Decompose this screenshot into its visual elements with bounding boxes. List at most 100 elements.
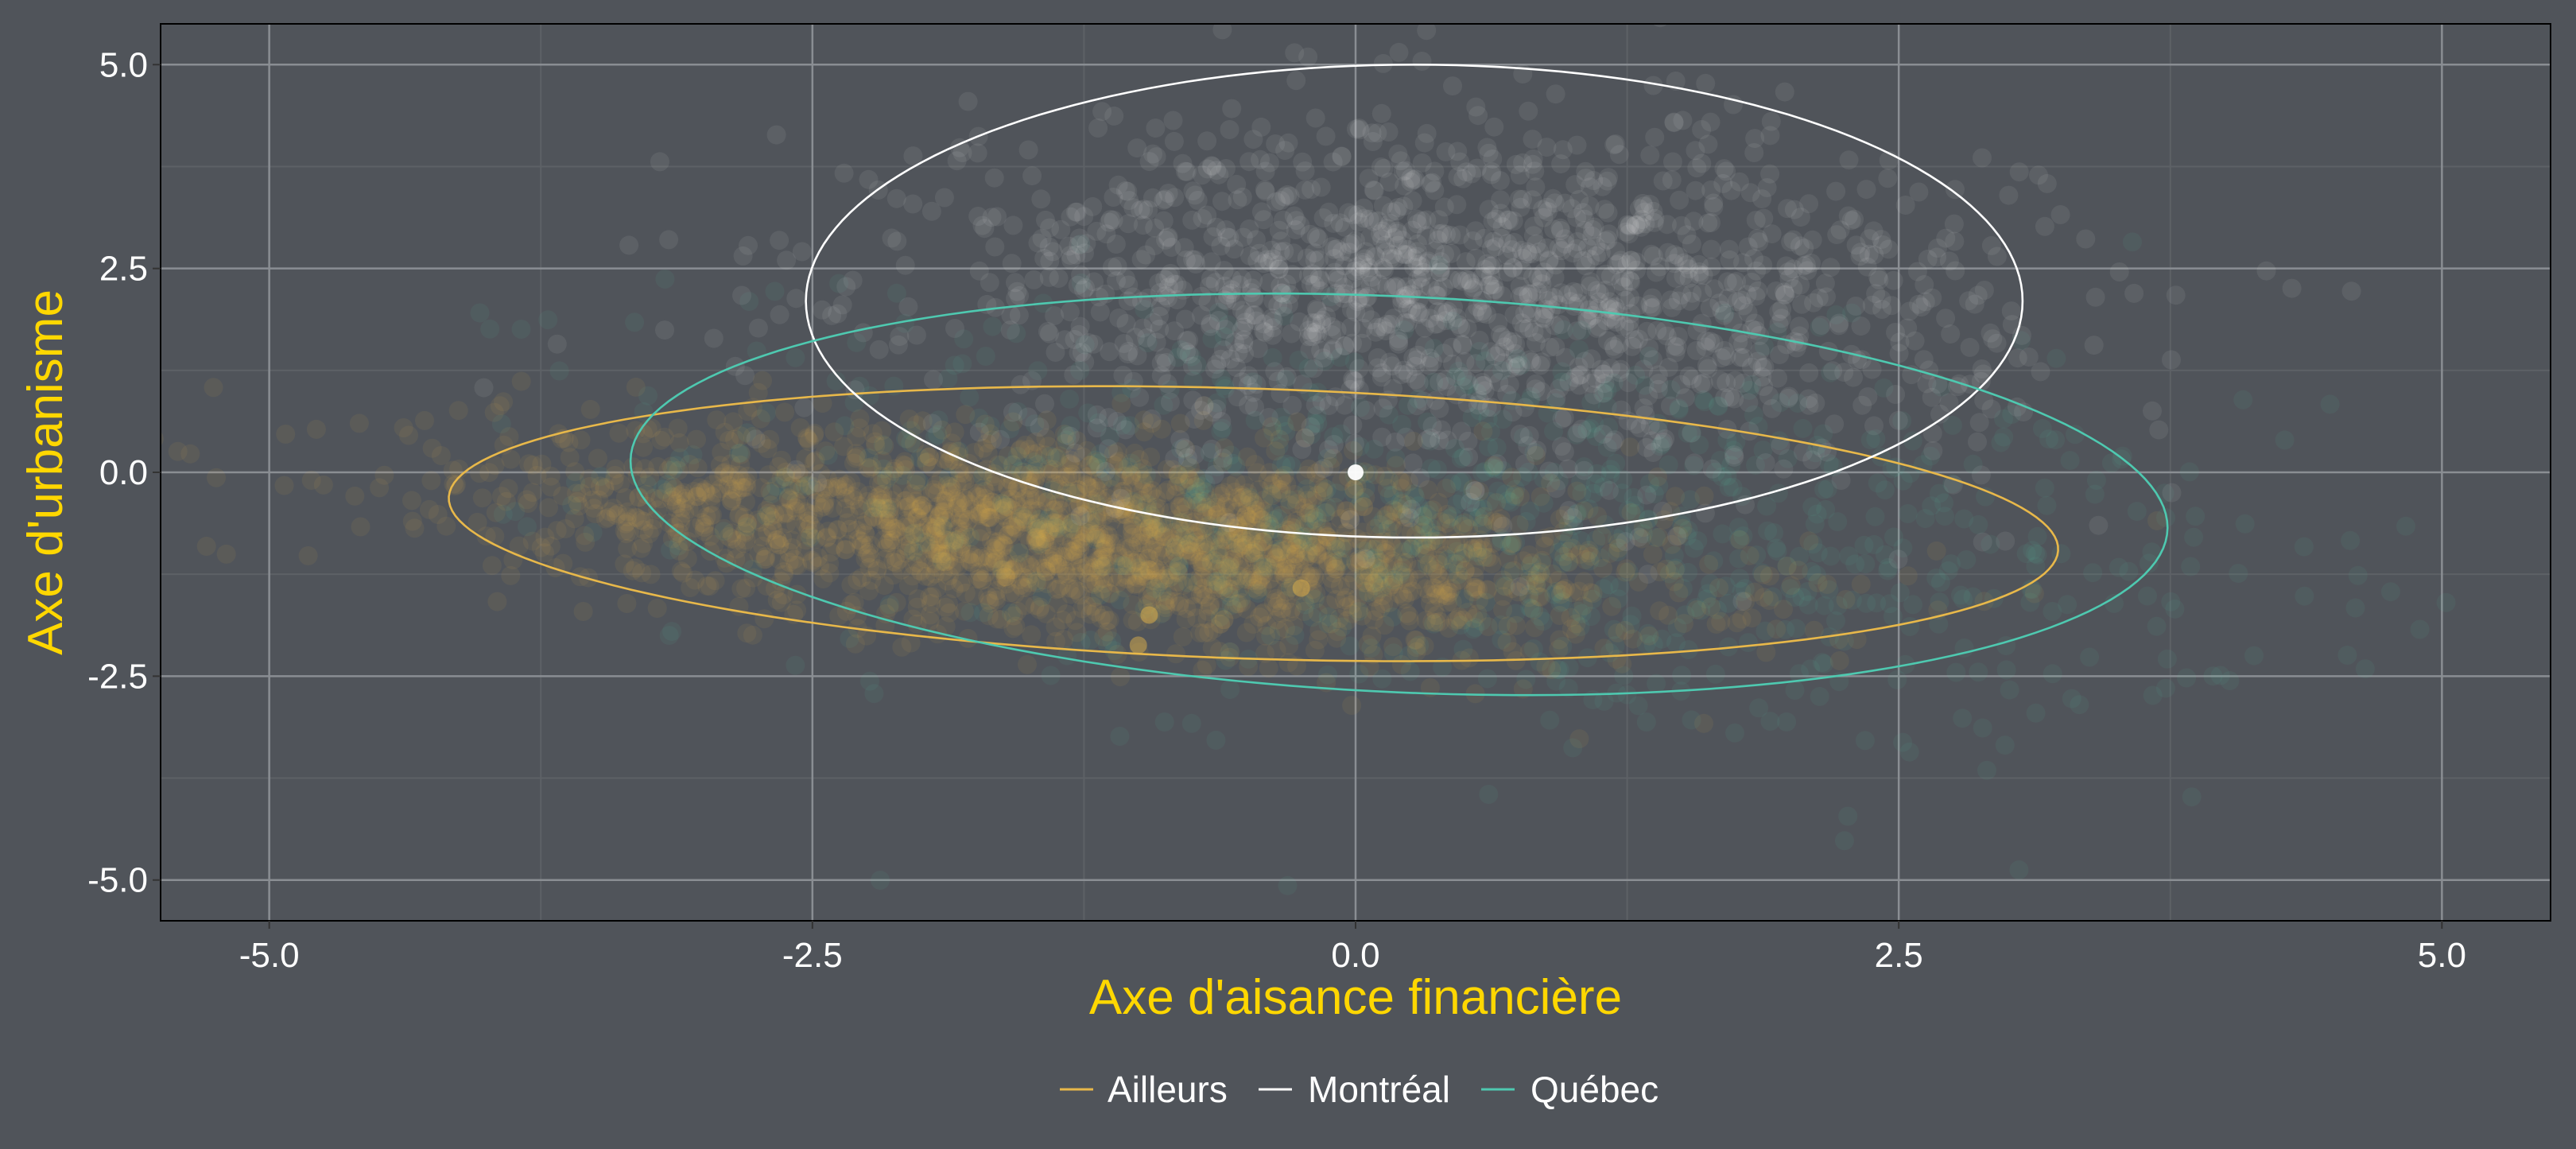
scatter-point xyxy=(1234,330,1254,350)
scatter-point xyxy=(538,310,558,330)
scatter-point xyxy=(2076,229,2096,249)
scatter-point xyxy=(1080,604,1100,624)
scatter-point xyxy=(2119,561,2139,581)
scatter-point xyxy=(786,655,805,675)
scatter-point xyxy=(1363,550,1383,569)
scatter-point xyxy=(1994,427,2014,447)
scatter-point xyxy=(634,459,654,479)
scatter-point xyxy=(1752,563,1771,583)
scatter-point xyxy=(1274,565,1294,585)
scatter-point xyxy=(2037,495,2057,515)
scatter-point xyxy=(1321,287,1340,307)
scatter-point xyxy=(846,444,866,464)
scatter-point xyxy=(1590,548,1610,568)
scatter-point xyxy=(1041,666,1061,685)
scatter-point xyxy=(1439,509,1459,529)
scatter-point xyxy=(2139,553,2159,573)
scatter-point xyxy=(1678,640,1698,660)
scatter-point xyxy=(422,438,442,458)
scatter-point xyxy=(2142,542,2162,562)
scatter-point xyxy=(1682,423,1701,443)
scatter-point xyxy=(1075,335,1095,355)
scatter-point xyxy=(1247,375,1267,394)
scatter-point xyxy=(989,569,1009,589)
scatter-point xyxy=(932,551,952,571)
scatter-point xyxy=(1667,618,1687,638)
scatter-point xyxy=(1247,250,1267,270)
scatter-point xyxy=(1888,410,1908,430)
scatter-point xyxy=(1593,579,1613,599)
scatter-point xyxy=(1730,347,1750,367)
scatter-point xyxy=(1709,293,1729,313)
scatter-point xyxy=(1678,423,1697,443)
scatter-point xyxy=(1374,510,1393,530)
scatter-point xyxy=(1271,456,1291,476)
scatter-point xyxy=(1073,465,1092,485)
scatter-point xyxy=(1275,619,1295,639)
scatter-point xyxy=(1330,347,1350,367)
scatter-point xyxy=(1890,583,1910,603)
scatter-point xyxy=(2186,507,2206,526)
scatter-point xyxy=(1308,413,1328,433)
scatter-point xyxy=(1419,500,1439,520)
scatter-point xyxy=(626,377,646,397)
scatter-point xyxy=(886,553,906,573)
scatter-point xyxy=(1436,370,1456,390)
scatter-point xyxy=(786,491,806,511)
scatter-point xyxy=(1065,443,1085,463)
scatter-point xyxy=(1168,347,1188,367)
scatter-point xyxy=(1030,417,1049,437)
scatter-point xyxy=(1637,321,1657,341)
scatter-point xyxy=(1413,506,1433,526)
scatter-point xyxy=(1057,564,1077,584)
scatter-point xyxy=(774,467,794,487)
scatter-point xyxy=(959,544,979,564)
scatter-point xyxy=(1062,514,1082,534)
scatter-point xyxy=(1468,542,1487,562)
scatter-point xyxy=(1554,320,1573,340)
y-axis-title: Axe d'urbanisme xyxy=(18,289,73,655)
scatter-point xyxy=(1671,375,1691,394)
scatter-point xyxy=(1332,552,1351,572)
scatter-point xyxy=(2147,510,2167,530)
scatter-point xyxy=(1499,536,1519,556)
scatter-point xyxy=(1129,558,1149,578)
scatter-point xyxy=(1977,760,1996,780)
scatter-point xyxy=(1318,552,1338,571)
scatter-point xyxy=(1823,361,1843,381)
scatter-point xyxy=(1856,593,1876,613)
scatter-point xyxy=(1355,532,1375,551)
scatter-point xyxy=(992,494,1012,514)
scatter-point xyxy=(1410,468,1430,487)
scatter-point xyxy=(808,472,828,492)
scatter-point xyxy=(1424,530,1443,550)
scatter-point xyxy=(1444,553,1464,573)
scatter-point xyxy=(1717,430,1737,450)
scatter-point xyxy=(1236,623,1256,642)
scatter-point xyxy=(1749,698,1769,718)
scatter-point xyxy=(1170,429,1190,449)
scatter-point xyxy=(1170,556,1189,576)
scatter-point xyxy=(1018,140,1038,160)
scatter-point xyxy=(1326,483,1346,503)
scatter-point xyxy=(845,380,865,400)
scatter-point xyxy=(1636,634,1656,654)
scatter-point xyxy=(1573,251,1593,270)
scatter-point xyxy=(1170,467,1189,487)
scatter-point xyxy=(1767,619,1787,639)
scatter-point xyxy=(1670,190,1690,210)
scatter-point xyxy=(1014,489,1034,509)
scatter-point xyxy=(1138,333,1158,353)
scatter-point xyxy=(1035,529,1055,549)
scatter-point xyxy=(1682,423,1701,443)
scatter-point xyxy=(1171,340,1191,360)
scatter-point xyxy=(1016,513,1036,533)
legend: Ailleurs Montréal Québec xyxy=(1060,1069,1658,1110)
scatter-point xyxy=(1855,731,1875,751)
scatter-point xyxy=(1652,629,1672,649)
scatter-point xyxy=(1488,454,1507,474)
scatter-point xyxy=(1343,415,1363,435)
scatter-point xyxy=(1143,312,1163,332)
scatter-point xyxy=(1445,367,1465,387)
scatter-point xyxy=(1569,601,1589,621)
